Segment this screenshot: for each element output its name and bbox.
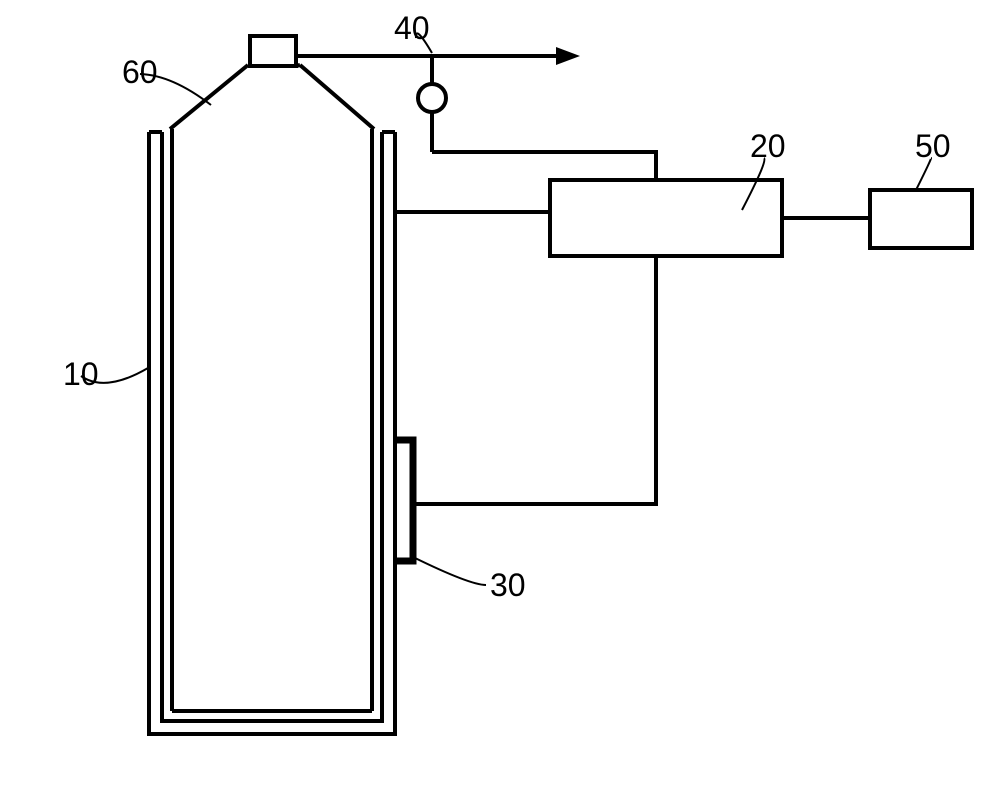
label-10: 10 xyxy=(63,356,99,393)
label-50: 50 xyxy=(915,128,951,165)
label-60: 60 xyxy=(122,54,158,91)
label-20: 20 xyxy=(750,128,786,165)
schematic-diagram xyxy=(0,0,1000,785)
label-40: 40 xyxy=(394,10,430,47)
label-30: 30 xyxy=(490,567,526,604)
